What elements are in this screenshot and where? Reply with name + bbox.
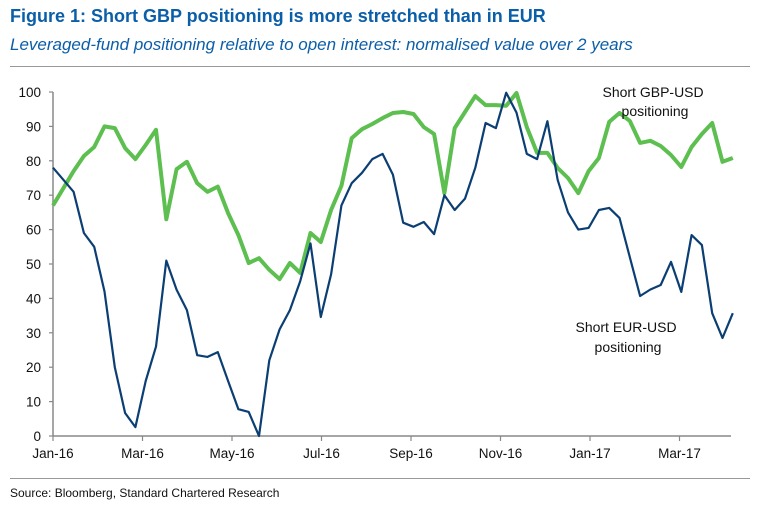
footer-divider [10,478,750,479]
chart-subtitle: Leveraged-fund positioning relative to o… [10,35,633,54]
x-tick-label: Sep-16 [389,446,433,461]
y-tick-label: 80 [26,154,41,169]
source-note: Source: Bloomberg, Standard Chartered Re… [10,486,280,500]
x-tick-label: Jan-16 [32,446,73,461]
gbp-series-label: Short GBP-USD positioning [602,84,707,119]
y-tick-label: 90 [26,119,41,134]
y-tick-label: 60 [26,223,41,238]
y-tick-label: 0 [33,429,41,444]
x-tick-label: Nov-16 [479,446,523,461]
y-tick-label: 10 [26,395,41,410]
x-tick-label: Mar-17 [658,446,701,461]
chart-title: Figure 1: Short GBP positioning is more … [10,6,546,26]
y-tick-label: 70 [26,188,41,203]
eur-usd-series-line [52,91,734,438]
y-tick-label: 20 [26,360,41,375]
y-tick-label: 40 [26,291,41,306]
eur-series-label: Short EUR-USD positioning [575,319,680,355]
x-tick-label: Jan-17 [569,446,610,461]
header-divider [10,66,750,67]
gbp-usd-series-line [51,91,734,282]
x-tick-label: May-16 [209,446,254,461]
y-tick-label: 50 [26,257,41,272]
x-tick-label: Jul-16 [303,446,340,461]
x-tick-label: Mar-16 [121,446,164,461]
y-tick-label: 30 [26,326,41,341]
y-tick-label: 100 [18,85,41,100]
